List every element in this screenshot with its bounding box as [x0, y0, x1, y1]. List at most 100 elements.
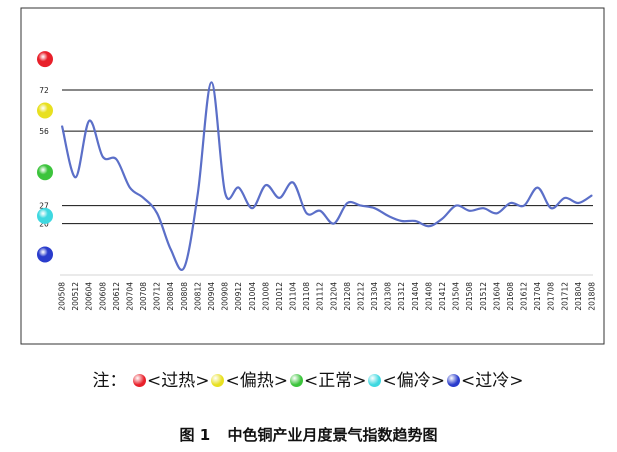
- legend-items: <过热> <偏热> <正常> <偏冷> <过冷>: [132, 371, 525, 391]
- legend-item: <偏冷>: [368, 366, 445, 391]
- x-tick-label: 201212: [356, 282, 365, 311]
- data-point: [224, 192, 226, 194]
- data-point: [523, 205, 525, 207]
- signal-light-5: [37, 246, 53, 263]
- x-tick-label: 201004: [248, 282, 257, 311]
- x-tick-label: 201012: [275, 282, 284, 311]
- data-point: [197, 192, 199, 194]
- legend-dot: [446, 374, 460, 387]
- data-point: [591, 194, 593, 196]
- x-tick-label: 200904: [207, 282, 216, 311]
- data-point: [537, 187, 539, 189]
- data-point: [346, 202, 348, 204]
- x-tick-label: 201612: [520, 282, 529, 311]
- data-point: [292, 181, 294, 184]
- legend-dot: [211, 374, 225, 387]
- legend-label: <偏热>: [225, 371, 288, 391]
- caption-number: 图 1: [179, 426, 211, 444]
- signal-lights: [37, 51, 53, 263]
- data-point: [238, 187, 240, 189]
- x-tick-label: 201708: [547, 282, 556, 311]
- x-tick-label: 201412: [438, 282, 447, 311]
- data-point: [210, 81, 213, 83]
- data-point: [455, 205, 457, 207]
- data-point: [482, 207, 484, 209]
- data-point: [115, 158, 117, 160]
- legend-item: <过热>: [132, 366, 210, 391]
- series-layer: [60, 81, 593, 271]
- data-point: [265, 184, 267, 186]
- data-point: [577, 202, 580, 204]
- data-point: [61, 125, 63, 127]
- x-tick-label: 201808: [588, 282, 597, 311]
- figure-caption: 图 1 中色铜产业月度景气指数趋势图: [0, 424, 617, 445]
- data-point: [75, 176, 77, 178]
- x-tick-label: 201404: [411, 282, 420, 311]
- data-point: [102, 156, 104, 158]
- legend-label: <偏冷>: [382, 371, 445, 391]
- data-point: [333, 223, 335, 225]
- x-tick-label: 201308: [384, 282, 393, 311]
- legend: 注： <过热> <偏热> <正常> <偏冷> <过冷>: [0, 366, 617, 391]
- legend-label: <过冷>: [460, 371, 524, 391]
- data-point: [278, 197, 280, 199]
- data-point: [251, 207, 253, 209]
- data-point: [129, 187, 131, 189]
- threshold-label: 20: [39, 220, 49, 229]
- x-tick-label: 201104: [289, 282, 298, 311]
- data-point: [306, 212, 308, 214]
- data-point: [319, 210, 321, 212]
- legend-label: <过热>: [146, 371, 210, 391]
- signal-light-4: [37, 207, 53, 224]
- threshold-lines: 72 56 27 20: [39, 86, 593, 229]
- data-point: [414, 220, 416, 222]
- signal-light-2: [37, 102, 53, 119]
- x-tick-label: 201312: [397, 282, 406, 311]
- x-tick-label: 200612: [112, 282, 121, 311]
- data-point: [170, 248, 172, 250]
- threshold-label: 56: [39, 127, 49, 136]
- threshold-label: 27: [39, 202, 49, 211]
- legend-label: <正常>: [303, 371, 367, 391]
- data-point: [360, 205, 362, 207]
- data-point: [550, 207, 552, 209]
- data-point: [509, 202, 512, 204]
- x-tick-label: 201408: [424, 282, 433, 311]
- x-tick-label: 200708: [139, 282, 148, 311]
- x-tick-label: 201804: [574, 282, 583, 311]
- legend-dot: [289, 374, 303, 387]
- x-tick-label: 201504: [452, 282, 461, 311]
- x-tick-label: 201108: [302, 282, 311, 311]
- data-point: [469, 210, 471, 212]
- x-tick-label: 200604: [85, 282, 94, 311]
- x-tick-label: 200608: [98, 282, 107, 311]
- x-tick-label: 201604: [492, 282, 501, 311]
- x-tick-label: 201304: [370, 282, 379, 311]
- data-point: [183, 266, 185, 268]
- data-point: [428, 225, 430, 227]
- x-tick-label: 200812: [193, 282, 202, 311]
- x-tick-label: 200808: [180, 282, 189, 311]
- data-point: [156, 212, 158, 214]
- signal-light-1: [37, 51, 53, 68]
- x-tick-label: 200508: [58, 282, 67, 311]
- x-tick-label: 201512: [479, 282, 488, 311]
- data-point: [496, 212, 498, 214]
- legend-prefix: 注：: [92, 371, 127, 391]
- x-tick-label: 201112: [316, 282, 325, 311]
- x-tick-label: 200804: [166, 282, 175, 311]
- legend-item: <正常>: [289, 366, 367, 391]
- legend-dot: [368, 374, 382, 387]
- chart-title: 中色铜产业月度景气指数趋势图: [227, 426, 438, 444]
- x-tick-label: 200712: [153, 282, 162, 311]
- data-point: [401, 220, 403, 222]
- threshold-label: 72: [39, 86, 49, 95]
- x-tick-label: 200704: [125, 282, 134, 311]
- data-point: [564, 197, 566, 199]
- chart-border: [20, 7, 605, 345]
- legend-item: <过冷>: [446, 366, 524, 391]
- data-point: [142, 197, 145, 199]
- data-point: [441, 217, 444, 220]
- signal-light-3: [37, 164, 53, 181]
- x-tick-label: 201008: [261, 282, 270, 311]
